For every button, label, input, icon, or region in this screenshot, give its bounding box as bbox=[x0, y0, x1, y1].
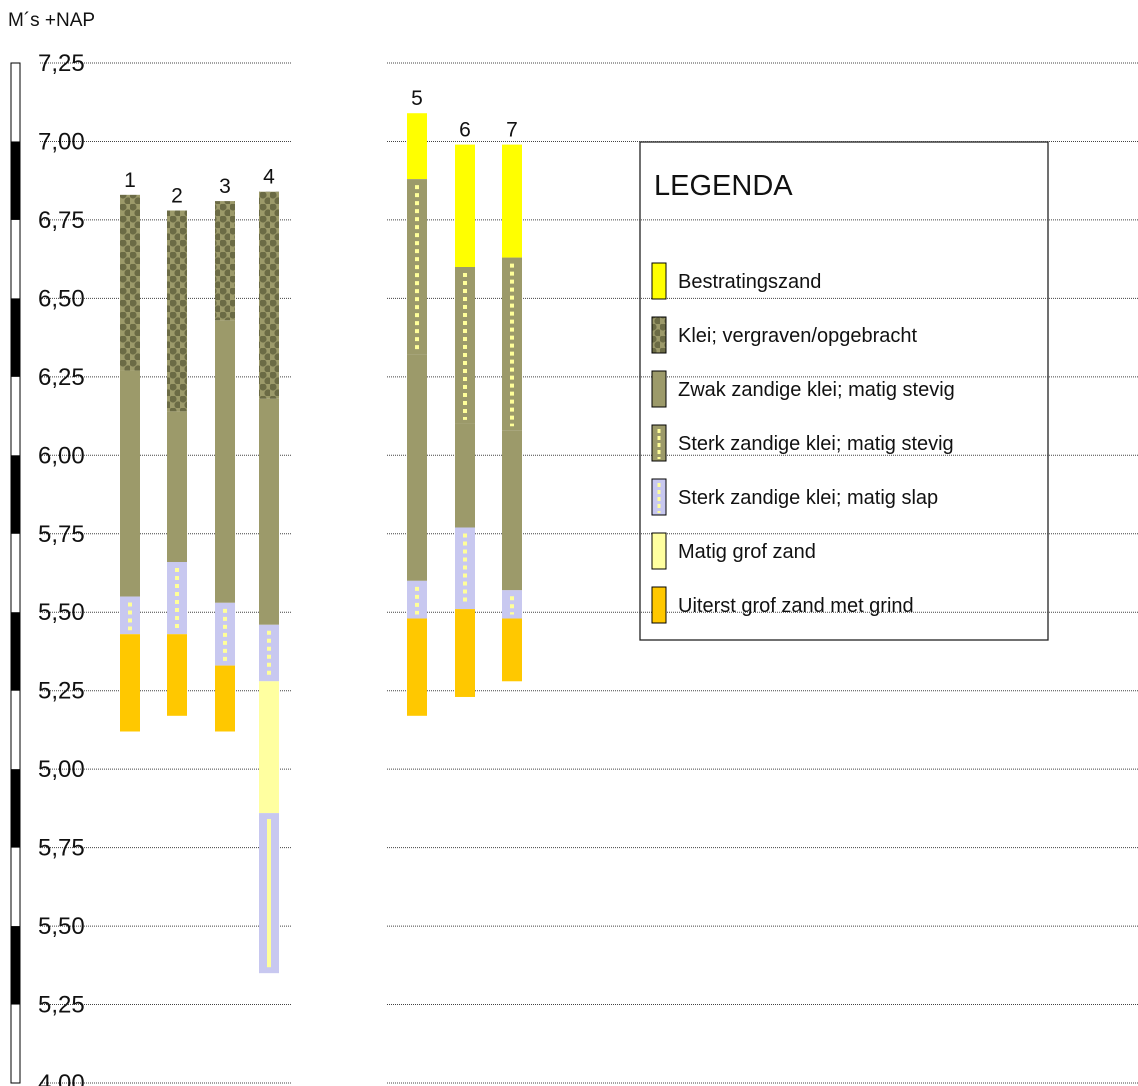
layer bbox=[259, 398, 279, 625]
y-tick-label: 5,00 bbox=[38, 756, 85, 783]
layer bbox=[407, 580, 427, 619]
scale-block bbox=[11, 141, 20, 220]
scale-block bbox=[11, 612, 20, 691]
y-tick-label: 6,50 bbox=[38, 285, 85, 312]
layer bbox=[455, 609, 475, 697]
layer bbox=[215, 665, 235, 732]
layer bbox=[215, 320, 235, 603]
scale-bar bbox=[10, 62, 21, 1084]
borehole-label: 7 bbox=[506, 119, 518, 142]
y-tick-label: 5,25 bbox=[38, 678, 85, 705]
y-tick-label: 6,25 bbox=[38, 364, 85, 391]
legend-swatch bbox=[651, 370, 667, 408]
layer bbox=[502, 618, 522, 682]
legend-title: LEGENDA bbox=[654, 170, 793, 202]
borehole-label: 1 bbox=[124, 169, 136, 192]
layer bbox=[120, 370, 140, 597]
borehole-label: 4 bbox=[263, 166, 275, 189]
y-tick-label: 5,75 bbox=[38, 521, 85, 548]
layer bbox=[167, 411, 187, 563]
layer bbox=[167, 634, 187, 716]
layer bbox=[259, 681, 279, 814]
layer bbox=[455, 423, 475, 528]
legend-label: Matig grof zand bbox=[678, 541, 816, 563]
borehole-label: 2 bbox=[171, 185, 183, 208]
layer bbox=[259, 624, 279, 682]
y-tick-label: 5,50 bbox=[38, 599, 85, 626]
y-tick-label: 5,50 bbox=[38, 913, 85, 940]
layer bbox=[407, 618, 427, 716]
legend-label: Uiterst grof zand met grind bbox=[678, 595, 914, 617]
borehole-label: 3 bbox=[219, 175, 231, 198]
y-tick-label: 7,25 bbox=[38, 50, 85, 77]
layer bbox=[120, 596, 140, 635]
layer bbox=[215, 201, 235, 321]
y-tick-label: 6,00 bbox=[38, 442, 85, 469]
y-tick-label: 6,75 bbox=[38, 207, 85, 234]
scale-block bbox=[11, 298, 20, 377]
legend-swatch bbox=[651, 586, 667, 624]
borehole-label: 6 bbox=[459, 119, 471, 142]
layer bbox=[167, 562, 187, 635]
scale-block bbox=[11, 455, 20, 534]
y-tick-label: 5,25 bbox=[38, 992, 85, 1019]
legend-label: Klei; vergraven/opgebracht bbox=[678, 325, 917, 347]
legend-swatch bbox=[651, 262, 667, 300]
layer bbox=[407, 113, 427, 180]
legend-label: Bestratingszand bbox=[678, 271, 821, 293]
scale-block bbox=[11, 769, 20, 848]
legend-swatch bbox=[651, 316, 667, 354]
legend-label: Sterk zandige klei; matig stevig bbox=[678, 433, 954, 455]
layer bbox=[502, 144, 522, 258]
layer bbox=[455, 144, 475, 267]
legend-label: Zwak zandige klei; matig stevig bbox=[678, 379, 955, 401]
borehole-label: 5 bbox=[411, 87, 423, 110]
y-tick-label: 7,00 bbox=[38, 128, 85, 155]
scale-block bbox=[11, 926, 20, 1005]
legend-swatch bbox=[651, 532, 667, 570]
y-axis-title: M´s +NAP bbox=[8, 10, 95, 31]
layer bbox=[502, 430, 522, 591]
layer bbox=[167, 210, 187, 412]
layer bbox=[407, 354, 427, 581]
layer bbox=[120, 194, 140, 371]
legend-label: Sterk zandige klei; matig slap bbox=[678, 487, 938, 509]
layer bbox=[120, 634, 140, 732]
layer bbox=[259, 191, 279, 399]
y-tick-label: 4,00 bbox=[38, 1070, 85, 1086]
legend-box bbox=[639, 141, 1049, 641]
y-tick-label: 5,75 bbox=[38, 835, 85, 862]
